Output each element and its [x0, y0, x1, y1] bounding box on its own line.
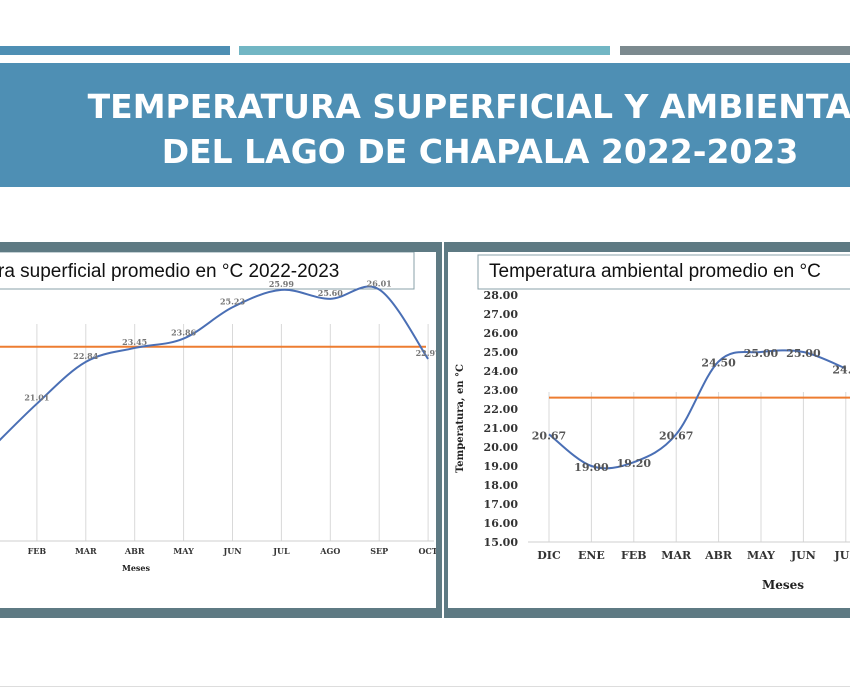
chart-title-box [0, 252, 415, 290]
x-tick-label: JUN [222, 546, 241, 556]
x-tick-label: JUL [834, 549, 850, 562]
y-tick-label: 17.00 [484, 498, 519, 511]
data-label: 24.50 [701, 357, 736, 370]
y-tick-label: 23.00 [484, 384, 519, 397]
accent-stripe-3 [620, 46, 850, 55]
accent-stripe-2 [239, 46, 610, 55]
data-label: 20.67 [532, 429, 566, 442]
data-label: 24.1 [832, 364, 850, 377]
slide-title: TEMPERATURA SUPERFICIAL Y AMBIENTAL DEL … [0, 84, 850, 174]
x-tick-label: MAR [661, 549, 692, 562]
ambient-temperature-svg: Temperatura ambiental promedio en °C 15.0… [455, 254, 850, 592]
x-tick-label: MAY [173, 546, 194, 556]
x-axis-label: Meses [122, 563, 151, 573]
ambient-temperature-chart: Temperatura ambiental promedio en °C 15.0… [448, 252, 850, 608]
data-label: 20.67 [659, 429, 693, 442]
y-tick-label: 21.00 [484, 422, 519, 435]
data-label: 22.97 [416, 348, 436, 358]
data-label: 22.84 [73, 351, 98, 361]
x-axis-label: Meses [762, 578, 804, 592]
x-tick-label: FEB [621, 549, 647, 562]
y-tick-label: 16.00 [484, 517, 519, 530]
data-label: 23.45 [122, 337, 147, 347]
data-label: 26.01 [367, 278, 392, 288]
x-tick-label: FEB [28, 546, 47, 556]
y-tick-label: 24.00 [484, 365, 519, 378]
bottom-divider [0, 686, 850, 687]
y-tick-label: 18.00 [484, 479, 519, 492]
y-tick-label: 15.00 [484, 536, 519, 549]
series-line [0, 285, 429, 442]
x-tick-label: ABR [704, 549, 733, 562]
data-label: 19.20 [617, 457, 652, 470]
y-tick-label: 20.00 [484, 441, 519, 454]
chart-title: Temperatura ambiental promedio en °C [489, 261, 821, 282]
y-tick-label: 28.00 [484, 289, 519, 302]
accent-stripe-1 [0, 46, 230, 55]
x-tick-label: JUN [790, 549, 816, 562]
x-tick-label: ABR [124, 546, 145, 556]
data-label: 19.00 [574, 461, 609, 474]
chart-title-box [477, 254, 850, 290]
data-label: 21.01 [24, 393, 49, 403]
x-tick-label: SEP [370, 546, 388, 556]
chart-title: ra superficial promedio en °C 2022-2023 [0, 261, 339, 282]
slide-title-line-2: DEL LAGO DE CHAPALA 2022-2023 [161, 132, 799, 171]
y-tick-label: 26.00 [484, 327, 519, 340]
surface-temperature-svg: ra superficial promedio en °C 2022-20232… [0, 252, 436, 573]
y-tick-label: 19.00 [484, 460, 519, 473]
data-label: 25.60 [318, 288, 343, 298]
x-tick-label: DIC [537, 549, 561, 562]
x-tick-label: MAR [75, 546, 97, 556]
y-tick-label: 25.00 [484, 346, 519, 359]
x-tick-label: AGO [319, 546, 340, 556]
y-tick-label: 27.00 [484, 308, 519, 321]
x-tick-label: OCT [418, 546, 436, 556]
x-tick-label: JUL [272, 546, 290, 556]
x-tick-label: MAY [747, 549, 775, 562]
x-tick-label: ENE [578, 549, 605, 562]
slide-title-line-1: TEMPERATURA SUPERFICIAL Y AMBIENTAL [87, 87, 850, 126]
data-label: 25.00 [744, 347, 779, 360]
data-label: 23.86 [171, 328, 196, 338]
y-axis-label: Temperatura, en °C [455, 364, 466, 473]
y-tick-label: 22.00 [484, 403, 519, 416]
surface-temperature-chart: ra superficial promedio en °C 2022-2023 2… [0, 252, 436, 608]
data-label: 25.99 [269, 279, 294, 289]
data-label: 25.00 [786, 347, 821, 360]
data-label: 25.23 [220, 296, 245, 306]
series-line [548, 349, 847, 470]
title-banner [0, 63, 850, 187]
